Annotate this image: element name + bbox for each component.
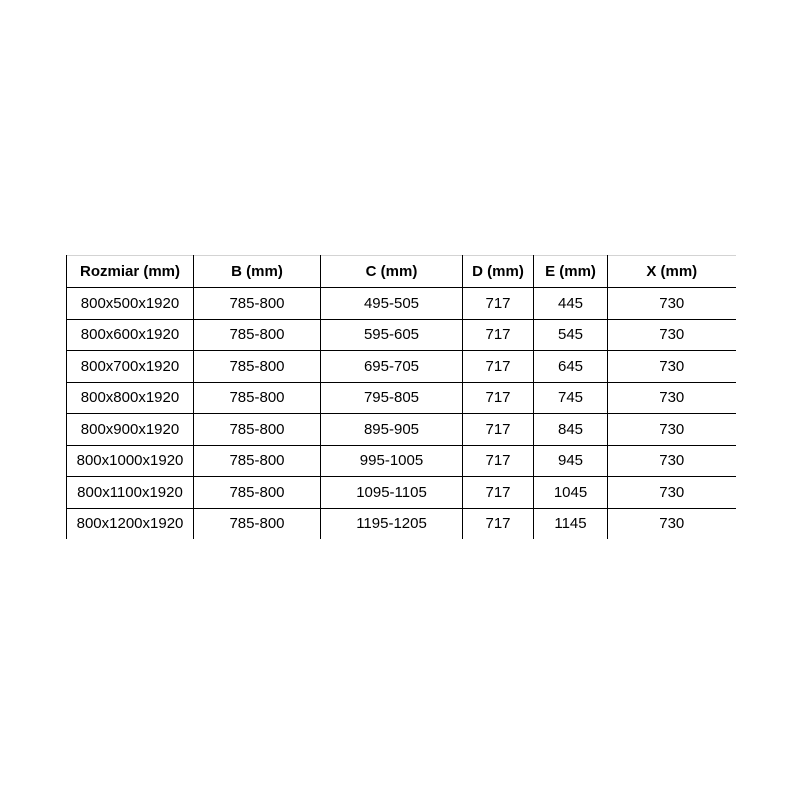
table-cell: 730 xyxy=(607,413,736,446)
table-cell: 545 xyxy=(533,319,608,351)
table-cell: 717 xyxy=(462,287,534,320)
table-cell: 800x1100x1920 xyxy=(66,476,194,509)
header-row: Rozmiar (mm) B (mm) C (mm) D (mm) E (mm)… xyxy=(66,255,736,288)
table-cell: 445 xyxy=(533,287,608,320)
table-cell: 800x1200x1920 xyxy=(66,508,194,539)
table-cell: 730 xyxy=(607,476,736,509)
column-header-b: B (mm) xyxy=(193,255,321,288)
table-cell: 717 xyxy=(462,508,534,539)
table-cell: 785-800 xyxy=(193,508,321,539)
table-cell: 1095-1105 xyxy=(320,476,463,509)
table-cell: 800x900x1920 xyxy=(66,413,194,446)
column-header-d: D (mm) xyxy=(462,255,534,288)
table-cell: 785-800 xyxy=(193,319,321,351)
table-row: 800x1000x1920 785-800 995-1005 717 945 730 xyxy=(66,445,736,477)
table-cell: 495-505 xyxy=(320,287,463,320)
table-cell: 645 xyxy=(533,350,608,383)
table-row: 800x800x1920 785-800 795-805 717 745 730 xyxy=(66,382,736,414)
table-cell: 717 xyxy=(462,476,534,509)
table-cell: 785-800 xyxy=(193,382,321,414)
table-cell: 785-800 xyxy=(193,350,321,383)
table-row: 800x1100x1920 785-800 1095-1105 717 1045 730 xyxy=(66,476,736,509)
table-row: 800x500x1920 785-800 495-505 717 445 730 xyxy=(66,287,736,320)
table-cell: 785-800 xyxy=(193,413,321,446)
table-cell: 800x500x1920 xyxy=(66,287,194,320)
column-header-e: E (mm) xyxy=(533,255,608,288)
table-cell: 800x1000x1920 xyxy=(66,445,194,477)
dimensions-table: Rozmiar (mm) B (mm) C (mm) D (mm) E (mm)… xyxy=(66,255,736,539)
table-cell: 717 xyxy=(462,319,534,351)
table-cell: 595-605 xyxy=(320,319,463,351)
column-header-x: X (mm) xyxy=(607,255,736,288)
table-cell: 1045 xyxy=(533,476,608,509)
table-cell: 730 xyxy=(607,350,736,383)
table-cell: 730 xyxy=(607,445,736,477)
table-cell: 845 xyxy=(533,413,608,446)
table-cell: 717 xyxy=(462,382,534,414)
table-row: 800x700x1920 785-800 695-705 717 645 730 xyxy=(66,350,736,383)
table-cell: 800x600x1920 xyxy=(66,319,194,351)
column-header-rozmiar: Rozmiar (mm) xyxy=(66,255,194,288)
table-cell: 945 xyxy=(533,445,608,477)
table-cell: 730 xyxy=(607,319,736,351)
table-cell: 785-800 xyxy=(193,287,321,320)
table-row: 800x600x1920 785-800 595-605 717 545 730 xyxy=(66,319,736,351)
table-cell: 695-705 xyxy=(320,350,463,383)
table-cell: 785-800 xyxy=(193,445,321,477)
table-body: 800x500x1920 785-800 495-505 717 445 730 800x6… xyxy=(66,287,736,539)
table-cell: 745 xyxy=(533,382,608,414)
table-cell: 895-905 xyxy=(320,413,463,446)
table-cell: 800x700x1920 xyxy=(66,350,194,383)
table-cell: 717 xyxy=(462,413,534,446)
table-cell: 730 xyxy=(607,287,736,320)
table-cell: 730 xyxy=(607,508,736,539)
table-header: Rozmiar (mm) B (mm) C (mm) D (mm) E (mm)… xyxy=(66,255,736,288)
table-cell: 995-1005 xyxy=(320,445,463,477)
table-cell: 795-805 xyxy=(320,382,463,414)
table-cell: 800x800x1920 xyxy=(66,382,194,414)
table-cell: 785-800 xyxy=(193,476,321,509)
table-cell: 1195-1205 xyxy=(320,508,463,539)
table-cell: 717 xyxy=(462,350,534,383)
table-row: 800x900x1920 785-800 895-905 717 845 730 xyxy=(66,413,736,446)
column-header-c: C (mm) xyxy=(320,255,463,288)
table-cell: 717 xyxy=(462,445,534,477)
table-row: 800x1200x1920 785-800 1195-1205 717 1145 730 xyxy=(66,508,736,539)
table-cell: 1145 xyxy=(533,508,608,539)
table-cell: 730 xyxy=(607,382,736,414)
